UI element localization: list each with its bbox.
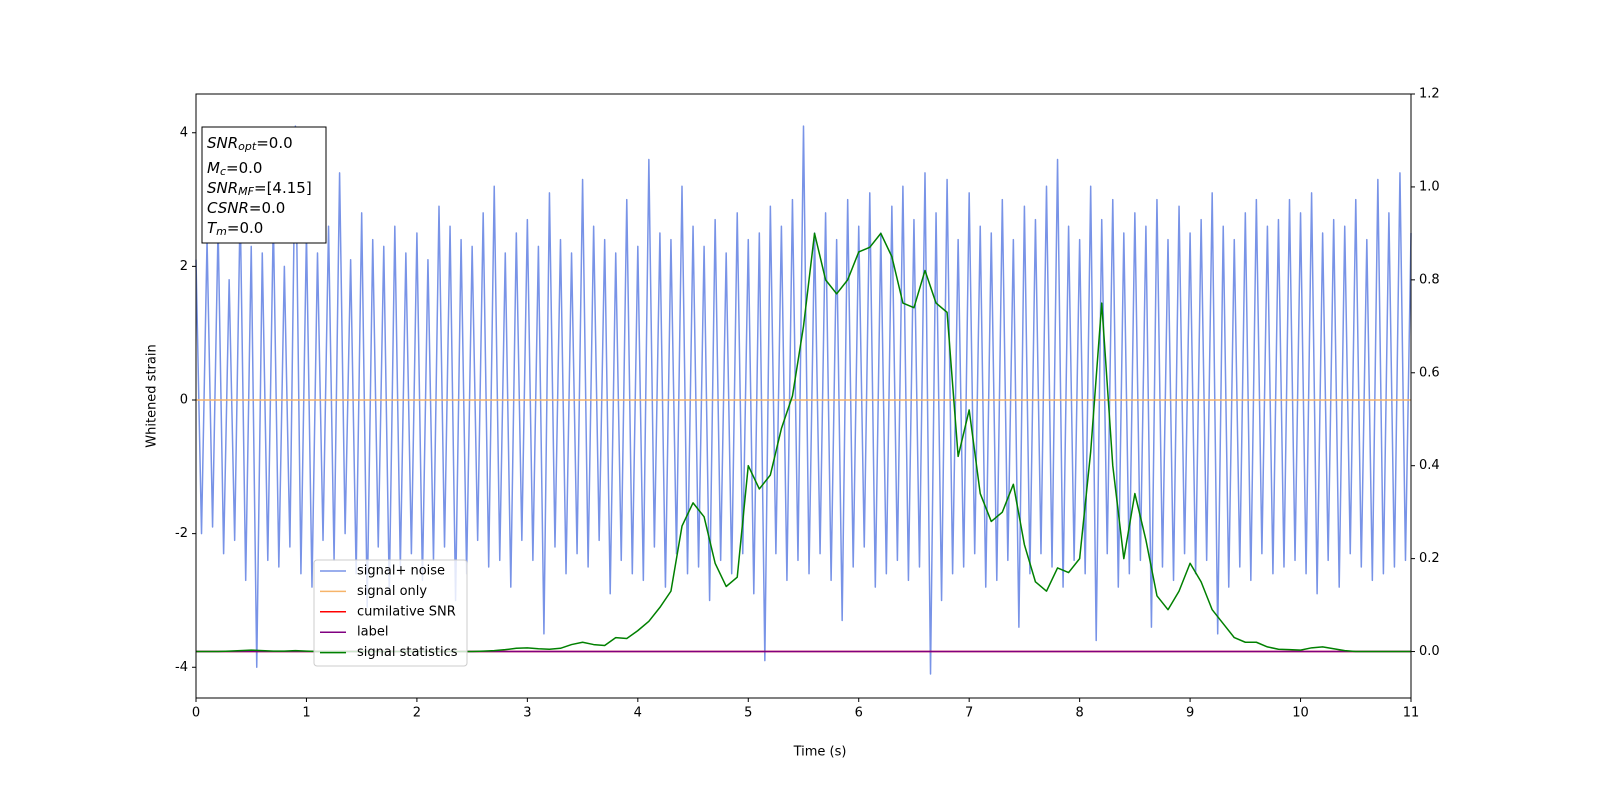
- x-tick-label: 8: [1075, 706, 1083, 721]
- legend: signal+ noise signal only cumilative SNR la…: [313, 559, 468, 667]
- annotation-line: Tm=0.0: [207, 219, 263, 239]
- y-tick-label: -4: [175, 660, 188, 675]
- annotation-line: Mc=0.0: [207, 159, 262, 179]
- legend-label: signal+ noise: [357, 564, 445, 579]
- y2-tick-label: 0.2: [1419, 551, 1440, 566]
- x-tick-label: 3: [523, 706, 531, 721]
- annotation-symbol: CSNR: [207, 199, 249, 217]
- x-axis-label: Time (s): [793, 745, 847, 760]
- annotation-symbol: SNR: [207, 134, 238, 152]
- y2-tick-label: 0.0: [1419, 644, 1440, 659]
- x-tick-label: 7: [965, 706, 973, 721]
- x-tick-label: 1: [302, 706, 310, 721]
- x-tick-label: 9: [1186, 706, 1194, 721]
- legend-label: signal statistics: [357, 645, 458, 660]
- y-tick-label: 0: [180, 393, 188, 408]
- legend-label: signal only: [357, 584, 427, 599]
- annotation-symbol: SNR: [207, 179, 238, 197]
- y2-tick-label: 0.6: [1419, 365, 1440, 380]
- annotation-line: SNRopt=0.0: [207, 134, 293, 154]
- annotation-value: =0.0: [256, 134, 292, 152]
- legend-box: [313, 559, 468, 667]
- x-tick-label: 10: [1292, 706, 1309, 721]
- x-tick-label: 0: [192, 706, 200, 721]
- y-tick-label: 2: [180, 259, 188, 274]
- annotation-symbol: M: [207, 159, 220, 177]
- x-tick-label: 5: [744, 706, 752, 721]
- annotation-value: =[4.15]: [254, 179, 312, 197]
- y-tick-label: -2: [175, 526, 188, 541]
- legend-label: cumilative SNR: [357, 604, 456, 619]
- legend-label: label: [357, 625, 388, 640]
- annotation-subscript: c: [220, 165, 226, 178]
- y2-tick-label: 0.8: [1419, 272, 1440, 287]
- annotation-subscript: MF: [238, 185, 254, 198]
- annotation-value: =0.0: [249, 199, 285, 217]
- annotation-line: CSNR=0.0: [207, 199, 285, 217]
- x-tick-label: 2: [413, 706, 421, 721]
- series-line: [195, 125, 1412, 675]
- y2-tick-label: 1.2: [1419, 87, 1440, 102]
- annotation-value: =0.0: [227, 219, 263, 237]
- x-tick-label: 11: [1403, 706, 1420, 721]
- y2-tick-label: 1.0: [1419, 179, 1440, 194]
- y-tick-label: 4: [180, 125, 188, 140]
- x-tick-label: 4: [634, 706, 642, 721]
- annotation-value: =0.0: [226, 159, 262, 177]
- y-axis-label: Whitened strain: [145, 344, 160, 447]
- annotation-line: SNRMF=[4.15]: [207, 179, 312, 199]
- x-tick-label: 6: [855, 706, 863, 721]
- plot-frame: [195, 93, 1412, 699]
- y2-tick-label: 0.4: [1419, 458, 1440, 473]
- annotation-symbol: T: [207, 219, 218, 237]
- annotation-subscript: m: [216, 225, 227, 238]
- annotation-box: [201, 126, 327, 244]
- annotation-subscript: opt: [238, 140, 257, 153]
